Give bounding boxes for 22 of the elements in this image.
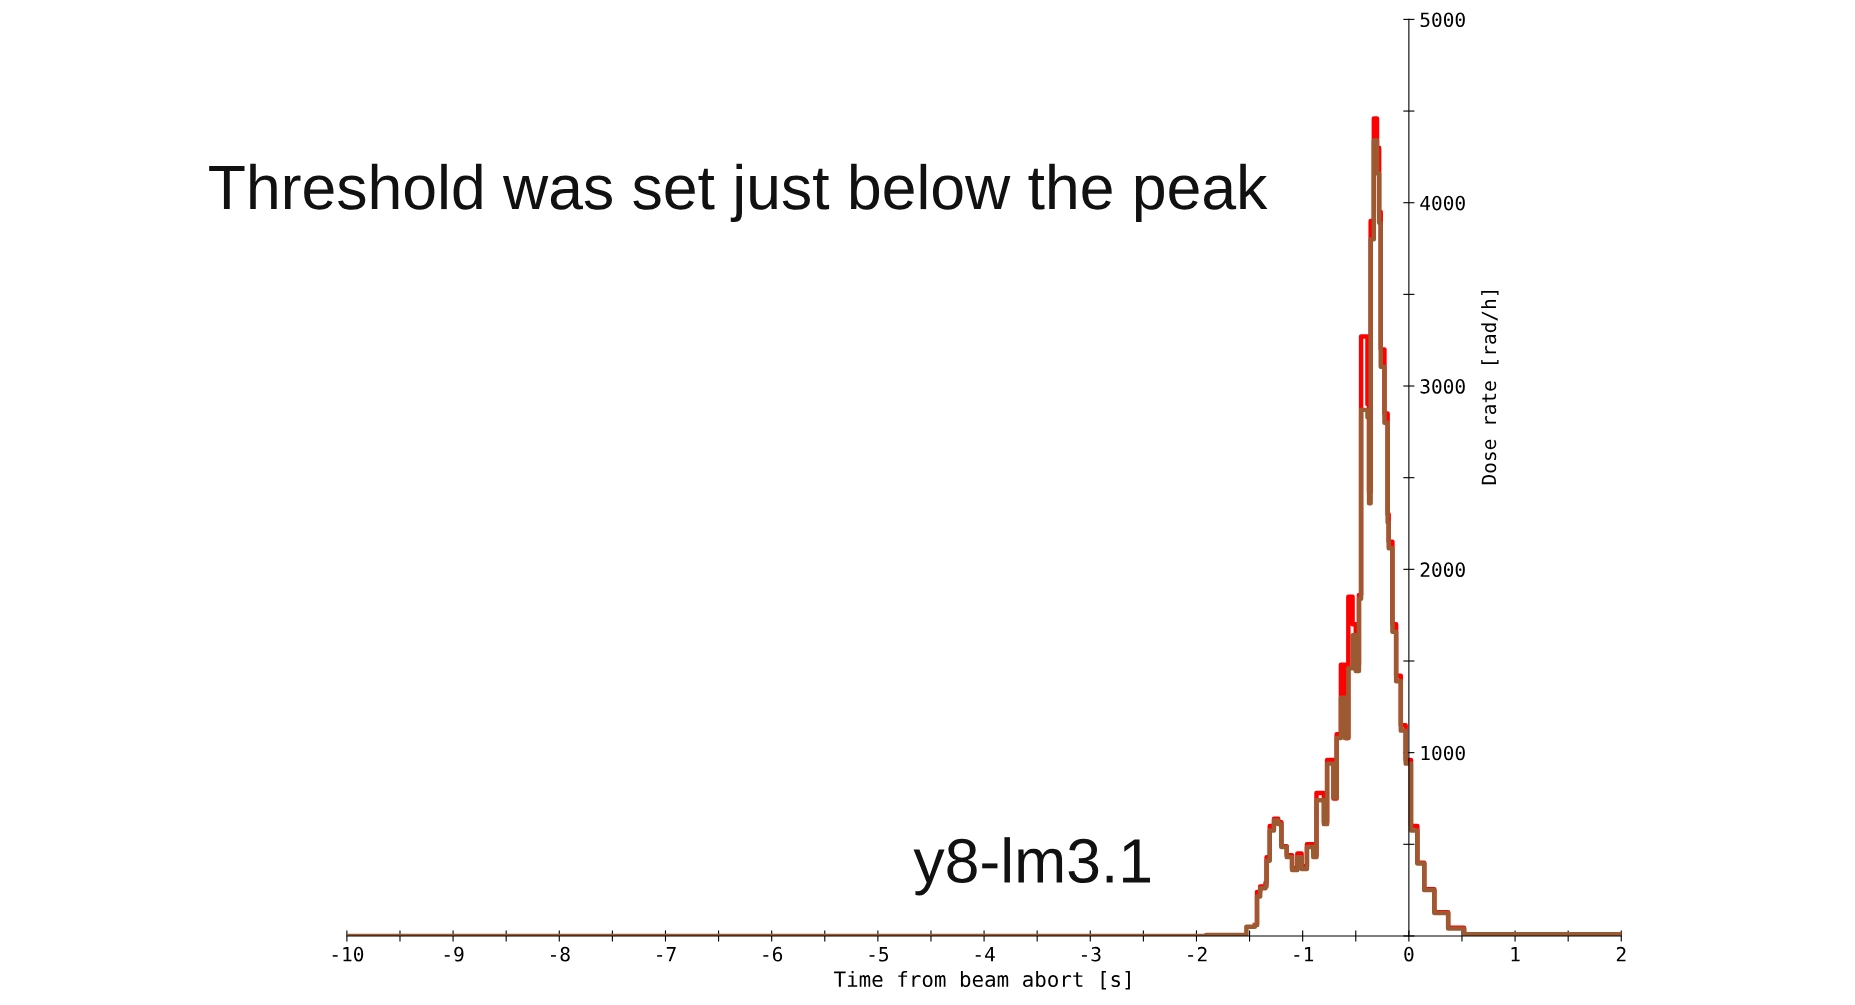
- x-tick-label: -9: [444, 946, 464, 962]
- x-tick-label: -8: [550, 946, 570, 962]
- x-tick-label: -4: [975, 947, 995, 962]
- x-tick-label: -10: [332, 946, 364, 962]
- x-tick-label: -2: [1188, 946, 1207, 962]
- x-tick-label: -3: [1081, 946, 1101, 962]
- y-tick-label: 5000: [1420, 12, 1465, 28]
- y-tick-label: 4000: [1420, 195, 1465, 211]
- x-tick-label: -6: [763, 946, 783, 962]
- annotation: y8-lm3.1: [913, 837, 1151, 896]
- annotation: Threshold was set just below the peak: [209, 163, 1268, 223]
- x-tick-label: 0: [1404, 946, 1414, 962]
- x-tick-label: 2: [1616, 946, 1626, 962]
- y-tick-label: 1000: [1421, 745, 1465, 761]
- x-tick-label: -5: [869, 947, 889, 962]
- x-tick-label: -7: [657, 947, 676, 962]
- y-tick-label: 3000: [1420, 379, 1465, 394]
- y-tick-label: 2000: [1420, 562, 1465, 578]
- x-tick-label: -1: [1294, 947, 1314, 962]
- y-axis-title: Dose rate [rad/h]: [1481, 290, 1499, 485]
- x-tick-label: 1: [1511, 947, 1520, 962]
- x-axis-title: Time from beam abort [s]: [834, 970, 1130, 990]
